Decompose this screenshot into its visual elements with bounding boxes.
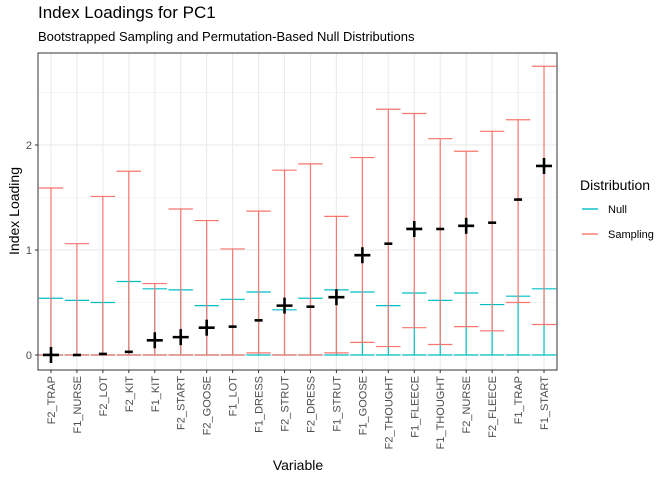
error-bar	[272, 169, 297, 356]
error-bar	[479, 130, 505, 332]
x-tick-label: F2_FLEECE	[487, 376, 499, 438]
x-tick-label: F2_TRAP	[46, 376, 58, 424]
y-tick-label: 0	[26, 350, 32, 362]
error-bar	[402, 112, 427, 329]
point	[354, 247, 371, 264]
x-tick-label: F1_GOOSE	[357, 376, 369, 435]
error-bar	[38, 187, 64, 356]
error-bar	[428, 138, 453, 346]
x-tick-label: F1_START	[539, 376, 551, 430]
x-tick-label: F1_DRESS	[254, 376, 266, 433]
point	[276, 297, 293, 314]
point	[458, 217, 475, 234]
error-bar	[64, 243, 90, 356]
x-tick-label: F1_KIT	[150, 376, 162, 412]
x-tick-label: F1_NURSE	[72, 376, 84, 433]
error-bar	[324, 215, 349, 354]
x-tick-label: F1_TRAP	[513, 376, 525, 424]
x-tick-label: F1_LOT	[228, 376, 240, 417]
x-tick-label: F2_NURSE	[461, 376, 473, 433]
point	[406, 220, 423, 237]
x-tick-label: F2_KIT	[124, 376, 136, 412]
point	[328, 289, 345, 306]
chart-subtitle: Bootstrapped Sampling and Permutation-Ba…	[38, 29, 415, 44]
error-bar	[505, 119, 531, 304]
chart-title: Index Loadings for PC1	[38, 3, 216, 22]
legend-title: Distribution	[580, 177, 650, 193]
x-tick-label: F2_DRESS	[305, 376, 317, 433]
x-tick-label: F2_LOT	[98, 376, 110, 417]
panel-border	[37, 52, 558, 371]
x-tick-label: F1_STRUT	[331, 376, 343, 432]
x-tick-label: F1_FLEECE	[409, 376, 421, 438]
point	[198, 319, 215, 336]
x-axis-title: Variable	[273, 457, 324, 473]
x-tick-label: F2_GOOSE	[202, 376, 214, 435]
point	[536, 157, 553, 174]
y-tick-label: 1	[26, 245, 32, 257]
legend-label: Null	[608, 204, 627, 216]
x-tick-label: F2_START	[176, 376, 188, 430]
error-bar	[298, 163, 323, 356]
point	[172, 329, 189, 346]
error-bar	[531, 65, 557, 326]
error-bar	[116, 170, 142, 356]
x-tick-label: F1_THOUGHT	[435, 376, 447, 450]
error-bar	[90, 195, 116, 356]
x-tick-label: F2_STRUT	[280, 376, 292, 432]
error-bar	[505, 295, 531, 356]
x-tick-label: F2_THOUGHT	[383, 376, 395, 450]
point	[146, 332, 163, 349]
error-bar	[246, 210, 271, 354]
legend-label: Sampling	[608, 229, 654, 241]
error-bar	[220, 248, 245, 356]
y-axis-title: Index Loading	[6, 167, 22, 255]
point	[42, 346, 59, 363]
error-bar	[376, 108, 401, 348]
error-bar	[453, 150, 479, 328]
y-tick-label: 2	[26, 140, 32, 152]
